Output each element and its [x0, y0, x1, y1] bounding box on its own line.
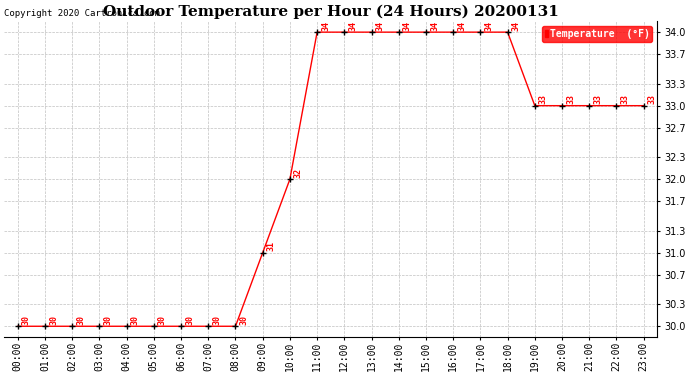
Text: 30: 30	[104, 315, 112, 325]
Text: 33: 33	[593, 94, 602, 104]
Text: 34: 34	[430, 21, 439, 31]
Text: 30: 30	[213, 315, 221, 325]
Text: 32: 32	[294, 168, 303, 178]
Text: 34: 34	[457, 21, 466, 31]
Text: 33: 33	[648, 94, 657, 104]
Text: 30: 30	[239, 315, 248, 325]
Text: 30: 30	[130, 315, 139, 325]
Text: 34: 34	[403, 21, 412, 31]
Text: 30: 30	[49, 315, 58, 325]
Text: 34: 34	[375, 21, 384, 31]
Text: 34: 34	[348, 21, 357, 31]
Text: 34: 34	[512, 21, 521, 31]
Legend: Temperature  (°F): Temperature (°F)	[542, 26, 653, 42]
Text: 34: 34	[321, 21, 331, 31]
Text: 34: 34	[484, 21, 493, 31]
Text: 33: 33	[566, 94, 575, 104]
Text: 30: 30	[158, 315, 167, 325]
Title: Outdoor Temperature per Hour (24 Hours) 20200131: Outdoor Temperature per Hour (24 Hours) …	[103, 4, 559, 18]
Text: 31: 31	[267, 241, 276, 251]
Text: 30: 30	[185, 315, 194, 325]
Text: 33: 33	[620, 94, 629, 104]
Text: 30: 30	[22, 315, 31, 325]
Text: Copyright 2020 Cartronics.com: Copyright 2020 Cartronics.com	[4, 9, 160, 18]
Text: 33: 33	[539, 94, 548, 104]
Text: 30: 30	[77, 315, 86, 325]
